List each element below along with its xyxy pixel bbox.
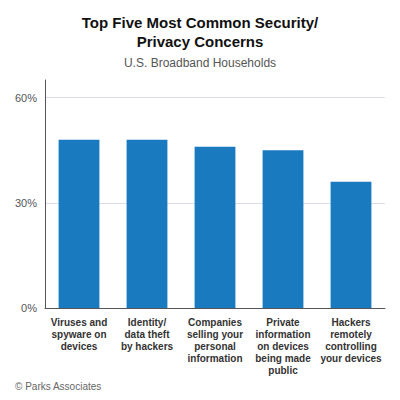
svg-text:0%: 0% [21,302,37,314]
svg-text:Hackers: Hackers [332,317,371,328]
svg-text:by hackers: by hackers [121,341,174,352]
svg-text:your devices: your devices [320,353,382,364]
svg-text:controlling: controlling [325,341,377,352]
svg-text:U.S. Broadband Households: U.S. Broadband Households [124,56,276,70]
svg-text:on devices: on devices [257,341,309,352]
svg-text:Companies: Companies [188,317,242,328]
svg-text:information: information [188,353,243,364]
svg-text:remotely: remotely [330,329,372,340]
svg-text:30%: 30% [15,197,37,209]
svg-text:spyware on: spyware on [51,329,106,340]
svg-text:© Parks Associates: © Parks Associates [15,381,101,392]
svg-text:personal: personal [194,341,236,352]
svg-text:Privacy Concerns: Privacy Concerns [137,33,264,50]
svg-text:being made: being made [255,353,311,364]
svg-text:Private: Private [266,317,300,328]
svg-text:devices: devices [61,341,98,352]
svg-text:public: public [268,365,298,376]
svg-text:data theft: data theft [125,329,171,340]
svg-text:Viruses and: Viruses and [51,317,108,328]
svg-text:Identity/: Identity/ [128,317,167,328]
svg-text:selling your: selling your [187,329,243,340]
svg-text:60%: 60% [15,92,37,104]
svg-text:Top Five Most Common Security/: Top Five Most Common Security/ [82,14,319,31]
svg-text:information: information [256,329,311,340]
